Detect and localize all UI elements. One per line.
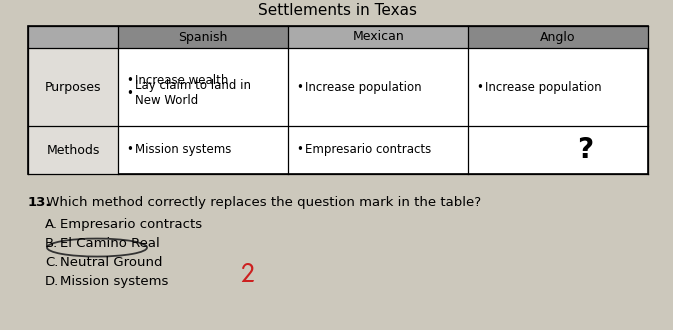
Bar bbox=[28, 26, 648, 48]
Text: Lay claim to land in
New World: Lay claim to land in New World bbox=[135, 80, 251, 108]
Bar bbox=[28, 48, 118, 126]
Text: •: • bbox=[126, 144, 133, 156]
Text: Settlements in Texas: Settlements in Texas bbox=[258, 3, 417, 18]
Text: Mission systems: Mission systems bbox=[135, 144, 232, 156]
Text: $\mathcal{2}$: $\mathcal{2}$ bbox=[240, 260, 255, 288]
Text: Neutral Ground: Neutral Ground bbox=[60, 256, 162, 269]
Text: Empresario contracts: Empresario contracts bbox=[60, 218, 202, 231]
Bar bbox=[118, 26, 289, 48]
Text: Mexican: Mexican bbox=[353, 30, 404, 44]
Text: Methods: Methods bbox=[46, 144, 100, 156]
Text: •: • bbox=[126, 74, 133, 87]
Text: B.: B. bbox=[45, 237, 59, 250]
Text: D.: D. bbox=[45, 275, 59, 288]
Text: Purposes: Purposes bbox=[44, 81, 101, 93]
Text: Anglo: Anglo bbox=[540, 30, 576, 44]
Text: 13.: 13. bbox=[28, 196, 52, 209]
Text: Spanish: Spanish bbox=[178, 30, 228, 44]
Bar bbox=[28, 126, 118, 174]
Text: Empresario contracts: Empresario contracts bbox=[306, 144, 431, 156]
Text: Increase population: Increase population bbox=[306, 81, 422, 93]
Bar bbox=[468, 26, 648, 48]
Text: Which method correctly replaces the question mark in the table?: Which method correctly replaces the ques… bbox=[42, 196, 481, 209]
Text: •: • bbox=[126, 87, 133, 100]
Text: Mission systems: Mission systems bbox=[60, 275, 168, 288]
Text: Increase population: Increase population bbox=[485, 81, 602, 93]
Text: •: • bbox=[476, 81, 483, 93]
Text: Increase wealth: Increase wealth bbox=[135, 74, 228, 87]
Text: A.: A. bbox=[45, 218, 58, 231]
Text: •: • bbox=[296, 144, 304, 156]
Text: El Camino Real: El Camino Real bbox=[60, 237, 160, 250]
Text: ?: ? bbox=[577, 136, 593, 164]
Bar bbox=[28, 26, 648, 174]
Text: •: • bbox=[296, 81, 304, 93]
Text: C.: C. bbox=[45, 256, 59, 269]
